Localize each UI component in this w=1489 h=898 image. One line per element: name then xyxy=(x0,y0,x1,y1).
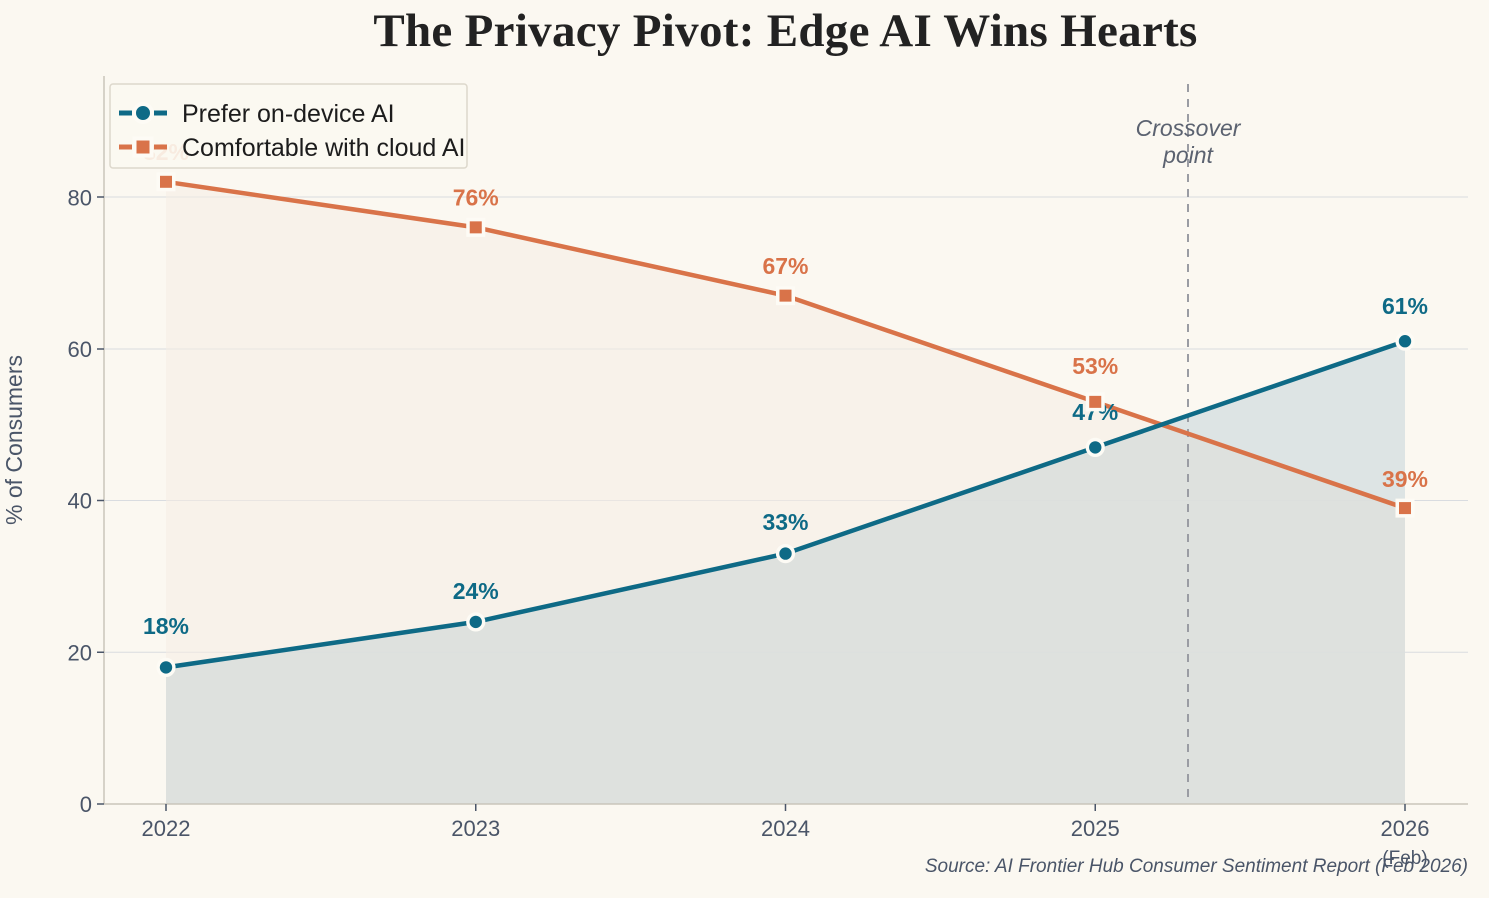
svg-text:80: 80 xyxy=(68,186,92,211)
svg-text:76%: 76% xyxy=(453,185,499,211)
svg-text:2025: 2025 xyxy=(1071,816,1120,841)
svg-text:20: 20 xyxy=(68,641,92,666)
svg-text:0: 0 xyxy=(80,792,92,817)
svg-text:Prefer on-device AI: Prefer on-device AI xyxy=(182,100,395,128)
svg-text:24%: 24% xyxy=(453,578,499,604)
svg-text:Comfortable with cloud AI: Comfortable with cloud AI xyxy=(182,134,465,162)
svg-text:61%: 61% xyxy=(1382,293,1428,319)
svg-text:33%: 33% xyxy=(762,509,808,535)
svg-text:18%: 18% xyxy=(143,613,189,639)
svg-text:2023: 2023 xyxy=(451,816,500,841)
svg-text:2022: 2022 xyxy=(142,816,191,841)
svg-text:2026: 2026 xyxy=(1381,816,1430,841)
svg-text:53%: 53% xyxy=(1072,353,1118,379)
svg-text:% of Consumers: % of Consumers xyxy=(1,355,27,525)
svg-text:67%: 67% xyxy=(762,253,808,279)
svg-text:point: point xyxy=(1162,142,1214,168)
svg-text:39%: 39% xyxy=(1382,466,1428,492)
svg-text:60: 60 xyxy=(68,337,92,362)
svg-text:Crossover: Crossover xyxy=(1136,115,1242,141)
svg-text:2024: 2024 xyxy=(761,816,810,841)
svg-text:Source: AI Frontier Hub Consum: Source: AI Frontier Hub Consumer Sentime… xyxy=(925,856,1468,877)
svg-text:40: 40 xyxy=(68,489,92,514)
